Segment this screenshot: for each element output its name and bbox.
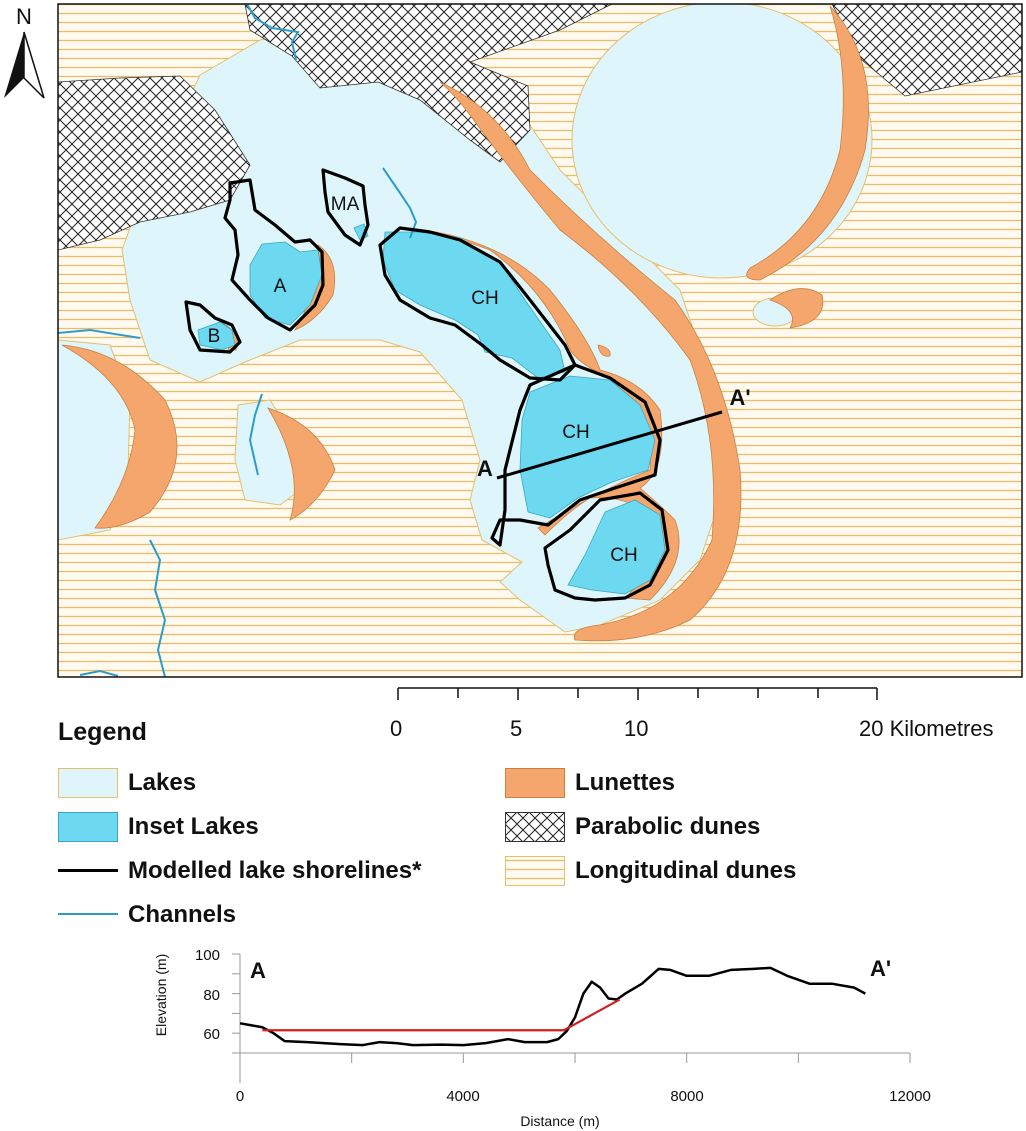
legend-item-shorelines: Modelled lake shorelines*: [58, 853, 421, 889]
section-label-a: A: [477, 456, 493, 481]
lake-label-a: A: [274, 276, 287, 297]
legend-label: Lunettes: [575, 769, 676, 796]
shoreline-line-swatch: [58, 856, 118, 886]
x-axis-label: Distance (m): [520, 1113, 599, 1129]
legend-item-lunettes: Lunettes: [505, 765, 675, 801]
legend-label: Lakes: [128, 769, 197, 796]
scale-label-20: 20 Kilometres: [859, 716, 994, 741]
lunettes-swatch: [505, 768, 565, 798]
modelled-lake-shorelines[interactable]: [184, 168, 670, 602]
elevation-profile-chart: 0 4000 8000 12000 60 80 100 Distance (m)…: [153, 947, 931, 1129]
north-arrow: N: [4, 4, 45, 99]
map-frame: [57, 3, 1023, 678]
elevation-profile-line: [239, 966, 866, 1047]
north-arrow-icon: [4, 32, 24, 98]
north-label: N: [16, 4, 32, 29]
lake-label-ch3: CH: [610, 545, 637, 566]
legend-label: Inset Lakes: [128, 813, 259, 840]
scale-label-5: 5: [510, 716, 523, 741]
crosshatch-swatch: [505, 812, 565, 842]
parabolic-dunes: [58, 4, 1022, 251]
inset-lakes: [197, 223, 666, 595]
legend-title: Legend: [58, 718, 147, 746]
scale-bar: [397, 687, 878, 700]
scale-label-0: 0: [390, 716, 403, 741]
legend-item-lakes: Lakes: [58, 765, 196, 801]
lake-label-ch2: CH: [562, 422, 589, 443]
x-tick-label: 4000: [446, 1088, 479, 1105]
y-axis-label: Elevation (m): [153, 954, 169, 1036]
section-label-a-prime: A': [729, 385, 750, 410]
horizontal-lines-swatch: [505, 856, 565, 886]
legend-label: Parabolic dunes: [575, 813, 761, 840]
legend-item-channels: Channels: [58, 897, 236, 933]
modelled-shoreline-line: [262, 998, 621, 1032]
legend-item-inset-lakes: Inset Lakes: [58, 809, 259, 845]
profile-label-a-prime: A': [870, 956, 891, 981]
legend-item-parabolic-dunes: Parabolic dunes: [505, 809, 760, 845]
y-tick-label: 80: [203, 987, 220, 1004]
y-tick-label: 60: [203, 1026, 220, 1043]
scale-label-10: 10: [624, 716, 649, 741]
map: A B MA CH CH CH A A' N: [4, 3, 1023, 700]
x-tick-label: 0: [236, 1088, 244, 1105]
lake-label-b: B: [208, 326, 221, 347]
x-tick-label: 8000: [670, 1088, 703, 1105]
section-line: [496, 410, 723, 480]
inset-lakes-swatch: [58, 812, 118, 842]
legend-item-longitudinal-dunes: Longitudinal dunes: [505, 853, 796, 889]
x-tick-label: 12000: [889, 1088, 931, 1105]
channels[interactable]: [58, 4, 418, 677]
legend-label: Modelled lake shorelines*: [128, 857, 422, 884]
channel-line-swatch: [58, 900, 118, 930]
legend-label: Channels: [128, 901, 237, 928]
lake-label-ma: MA: [331, 194, 360, 215]
profile-label-a: A: [250, 958, 266, 983]
lake-label-ch1: CH: [471, 288, 498, 309]
legend-label: Longitudinal dunes: [575, 857, 797, 884]
lakes-swatch: [58, 768, 118, 798]
y-tick-label: 100: [195, 947, 220, 964]
